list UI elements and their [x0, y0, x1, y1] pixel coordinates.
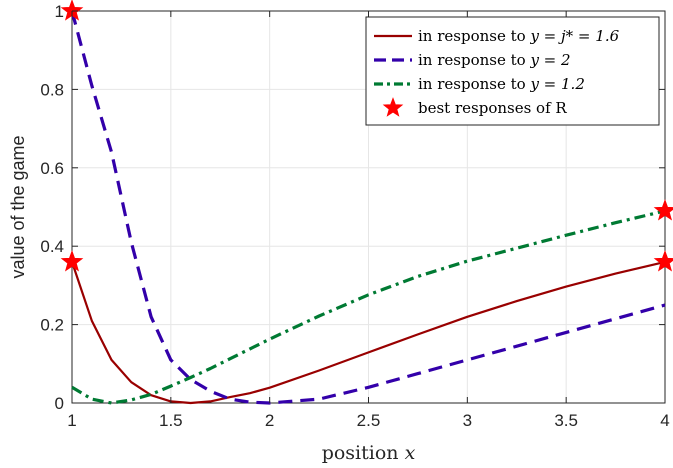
legend-label-3: in response to y = 1.2 [418, 75, 585, 93]
y-tick-label: 0.6 [40, 159, 64, 178]
legend: in response to y = j* = 1.6 in response t… [365, 16, 660, 126]
x-tick-label: 3 [463, 411, 472, 430]
legend-label-1: in response to y = j* = 1.6 [418, 27, 620, 45]
x-ticks: 1 1.5 2 2.5 3 3.5 4 [67, 11, 670, 430]
series-layer [70, 10, 666, 405]
marker-layer [60, 0, 673, 272]
legend-star-swatch [382, 97, 404, 117]
legend-label-2: in response to y = 2 [418, 51, 571, 69]
y-tick-label: 0 [55, 394, 64, 413]
x-axis-label: position x [322, 442, 416, 464]
best-response-star-marker [653, 199, 673, 221]
legend-label-4: best responses of R [418, 99, 567, 117]
y-tick-label: 0.4 [40, 237, 64, 256]
series-line-2 [70, 10, 666, 405]
x-tick-label: 2.5 [357, 411, 381, 430]
best-response-star-marker [60, 250, 84, 272]
y-ticks: 0 0.2 0.4 0.6 0.8 1 [40, 2, 665, 413]
y-tick-label: 1 [55, 2, 64, 21]
x-tick-label: 3.5 [554, 411, 578, 430]
x-tick-label: 4 [660, 411, 669, 430]
x-tick-label: 1 [67, 411, 76, 430]
x-tick-label: 2 [265, 411, 274, 430]
best-response-star-marker [653, 250, 673, 272]
legend-box [365, 16, 660, 126]
y-tick-label: 0.8 [40, 80, 64, 99]
series-line-1 [70, 260, 666, 405]
legend-items: in response to y = j* = 1.6 in response t… [374, 27, 620, 117]
x-tick-label: 1.5 [159, 411, 183, 430]
series-line-3 [71, 209, 666, 405]
y-axis-label: value of the game [8, 135, 28, 278]
y-tick-label: 0.2 [40, 316, 64, 335]
